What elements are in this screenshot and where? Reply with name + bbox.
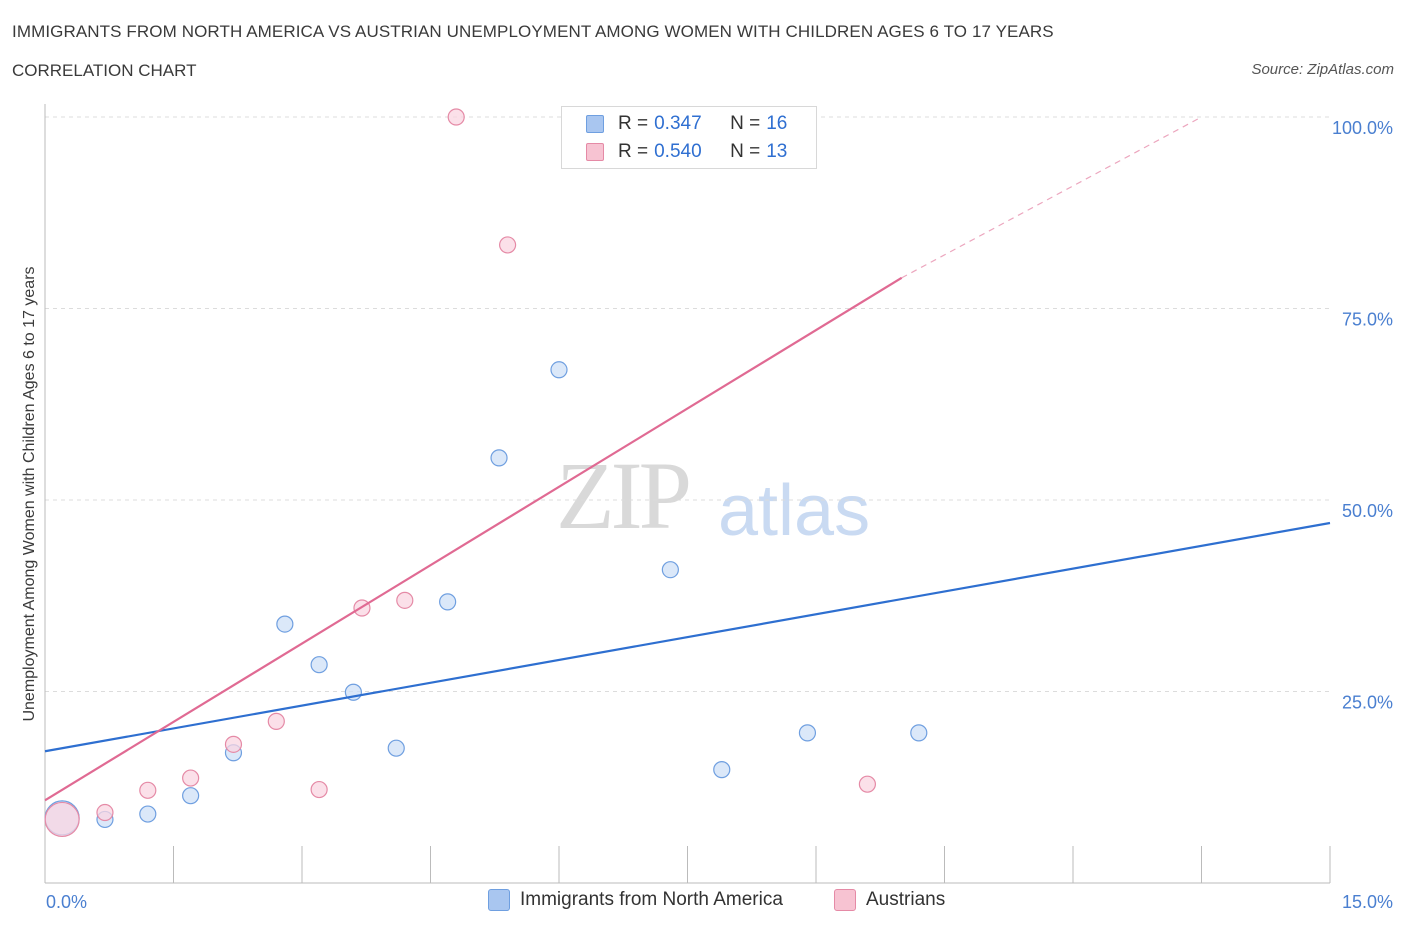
series-label-north-america: Immigrants from North America [520, 889, 783, 910]
point-austrians-0 [44, 801, 80, 838]
x-tick-label-0: 0.0% [46, 892, 87, 912]
y-tick-label-3: 100.0% [1332, 118, 1393, 138]
legend-swatch-north-america [586, 115, 604, 133]
point-austrians-9 [447, 108, 465, 126]
legend-n-value: 13 [766, 141, 788, 162]
series-label-austrians: Austrians [866, 889, 946, 910]
series-swatch-austrians [834, 889, 856, 911]
legend-r-label: R = [618, 141, 649, 162]
point-north-america-14 [798, 724, 817, 742]
series-legend: Immigrants from North America Austrians [0, 889, 1406, 915]
watermark-atlas: atlas [718, 471, 871, 551]
x-tick-label-1: 15.0% [1342, 892, 1393, 912]
point-austrians-4 [224, 735, 243, 753]
point-north-america-5 [276, 615, 294, 633]
legend-n-value: 16 [766, 113, 788, 134]
legend-n-label: N = [730, 141, 761, 162]
point-austrians-8 [396, 591, 414, 609]
trendline-ext-austrians [901, 116, 1202, 279]
legend-row-austrians: R = 0.540 N = 13 [586, 140, 787, 164]
point-north-america-9 [439, 593, 457, 611]
point-north-america-15 [910, 724, 928, 742]
trendline-north-america [44, 521, 1331, 753]
y-tick-label-2: 75.0% [1342, 310, 1393, 330]
point-austrians-2 [139, 781, 157, 799]
legend-swatch-austrians [586, 143, 604, 161]
point-north-america-10 [490, 449, 508, 467]
point-north-america-3 [182, 787, 200, 805]
point-north-america-2 [139, 805, 157, 823]
point-austrians-12 [858, 775, 877, 793]
point-north-america-8 [387, 739, 405, 757]
legend-r-label: R = [618, 113, 649, 134]
point-austrians-6 [310, 780, 328, 799]
legend-row-north-america: R = 0.347 N = 16 [586, 112, 787, 136]
series-legend-north-america: Immigrants from North America [488, 889, 783, 911]
chart-title: IMMIGRANTS FROM NORTH AMERICA VS AUSTRIA… [12, 22, 1054, 41]
y-tick-label-1: 50.0% [1342, 501, 1393, 521]
point-north-america-6 [310, 656, 328, 674]
correlation-legend: R = 0.347 N = 16 R = 0.540 N = 13 [561, 106, 817, 169]
series-swatch-north-america [488, 889, 510, 911]
y-tick-label-0: 25.0% [1342, 693, 1393, 713]
series-legend-austrians: Austrians [834, 889, 945, 911]
point-north-america-11 [550, 361, 568, 379]
point-north-america-13 [713, 761, 731, 779]
legend-r-value: 0.347 [654, 113, 702, 134]
point-austrians-5 [267, 712, 285, 730]
point-north-america-12 [661, 561, 679, 579]
point-austrians-10 [499, 236, 517, 254]
chart-subtitle: CORRELATION CHART [12, 61, 197, 80]
trendline-austrians [44, 276, 903, 802]
watermark-zip: ZIP [556, 442, 692, 549]
point-austrians-1 [96, 803, 114, 822]
legend-r-value: 0.540 [654, 141, 702, 162]
legend-n-label: N = [730, 113, 761, 134]
point-austrians-3 [182, 769, 200, 787]
source-note: Source: ZipAtlas.com [1251, 61, 1394, 78]
